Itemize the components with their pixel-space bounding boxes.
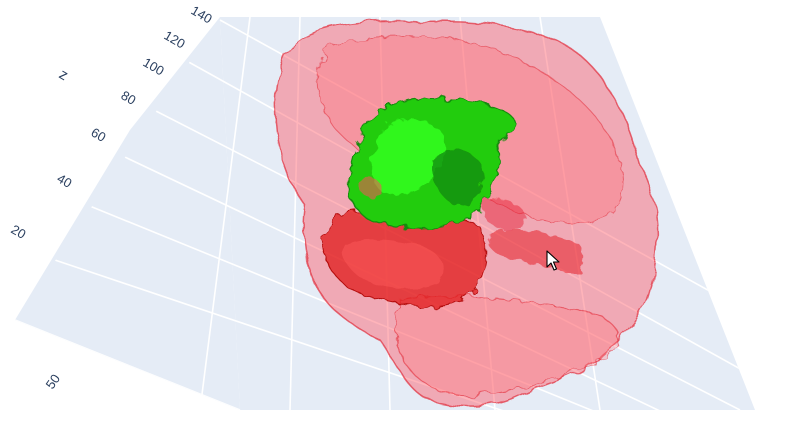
z-tick-label: 60	[89, 125, 109, 145]
z-tick-label: 20	[9, 222, 29, 242]
floor-axis-tick-label: 50	[42, 371, 63, 391]
z-tick-label: 140	[189, 3, 215, 27]
z-tick-label: 80	[119, 88, 139, 108]
arrow-pointer-icon	[546, 250, 560, 271]
green-core-mesh	[347, 97, 517, 230]
inner-red-mass	[322, 209, 487, 308]
z-axis-title: z	[56, 66, 71, 84]
side-wall-plane	[15, 17, 240, 410]
z-tick-label: 120	[162, 28, 188, 52]
z-tick-label: 100	[141, 55, 167, 79]
z-tick-label: 40	[55, 171, 75, 191]
